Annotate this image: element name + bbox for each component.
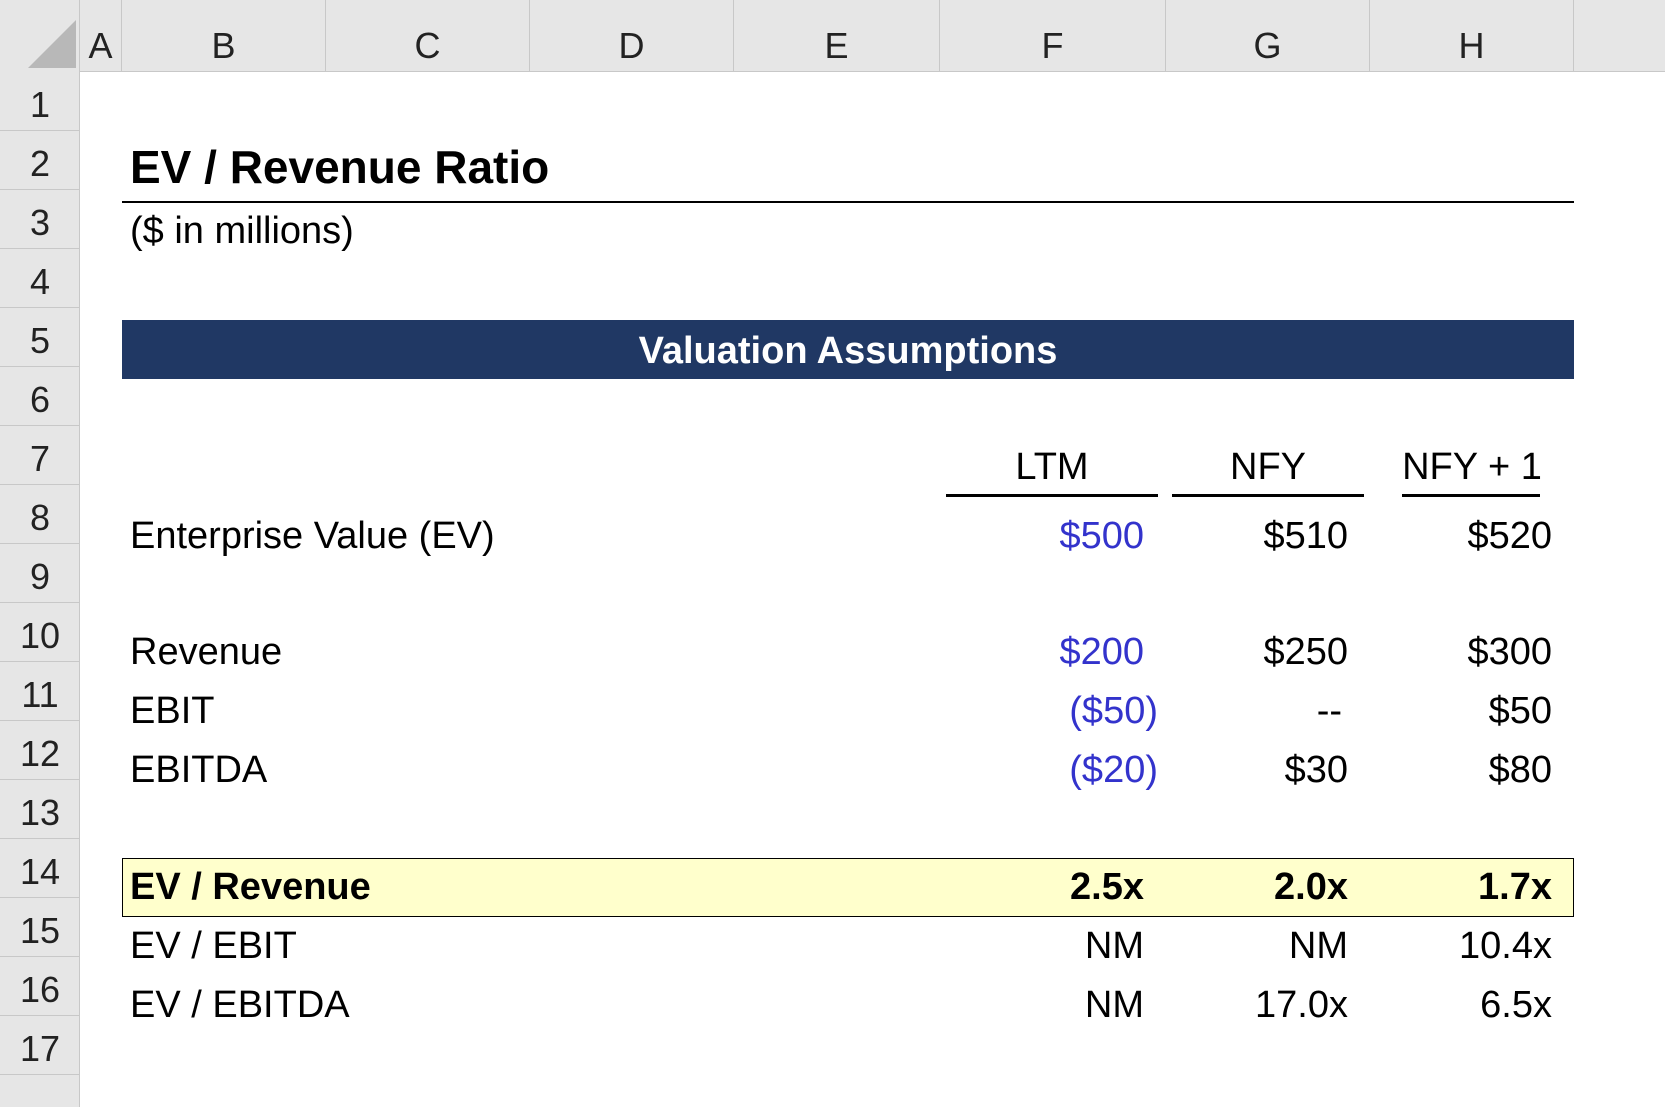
title-underline <box>122 201 1574 203</box>
revenue-label[interactable]: Revenue <box>130 631 283 673</box>
revenue-nfy-cell[interactable]: $250 <box>1263 631 1348 673</box>
ev-revenue-nfy-cell[interactable]: 2.0x <box>1274 866 1348 908</box>
row-header-6[interactable]: 6 <box>0 367 80 426</box>
row-header-17[interactable]: 17 <box>0 1016 80 1075</box>
row-header-1[interactable]: 1 <box>0 72 80 131</box>
ev-ebitda-nfy1-cell[interactable]: 6.5x <box>1480 984 1552 1026</box>
ebitda-ltm-cell[interactable]: ($20) <box>1069 749 1158 791</box>
row-header-14[interactable]: 14 <box>0 839 80 898</box>
ev-ebitda-label[interactable]: EV / EBITDA <box>130 984 350 1026</box>
ev-ebitda-ltm-cell[interactable]: NM <box>1084 984 1144 1026</box>
period-underline-nfy-plus-1 <box>1402 494 1540 497</box>
row-header-16[interactable]: 16 <box>0 957 80 1016</box>
row-header-11[interactable]: 11 <box>0 662 80 721</box>
period-header-nfy-plus-1[interactable]: NFY + 1 <box>1402 446 1542 488</box>
sheet-title[interactable]: EV / Revenue Ratio <box>130 141 550 193</box>
ev-label[interactable]: Enterprise Value (EV) <box>130 515 495 557</box>
ev-revenue-ltm-cell[interactable]: 2.5x <box>1070 866 1144 908</box>
ev-revenue-highlight-row <box>122 858 1574 917</box>
column-header-d[interactable]: D <box>530 0 734 72</box>
row-header-10[interactable]: 10 <box>0 603 80 662</box>
ev-ebit-nfy-cell[interactable]: NM <box>1288 925 1348 967</box>
row-header-8[interactable]: 8 <box>0 485 80 544</box>
row-header-12[interactable]: 12 <box>0 721 80 780</box>
row-header-5[interactable]: 5 <box>0 308 80 367</box>
row-header-4[interactable]: 4 <box>0 249 80 308</box>
select-all-button[interactable] <box>0 0 80 72</box>
period-underline-ltm <box>946 494 1158 497</box>
column-header-g[interactable]: G <box>1166 0 1370 72</box>
ev-ltm-cell[interactable]: $500 <box>1059 515 1144 557</box>
section-banner[interactable]: Valuation Assumptions <box>122 320 1574 379</box>
column-header-h[interactable]: H <box>1370 0 1574 72</box>
row-header-2[interactable]: 2 <box>0 131 80 190</box>
ev-revenue-label[interactable]: EV / Revenue <box>130 866 371 908</box>
column-header-c[interactable]: C <box>326 0 530 72</box>
row-header-15[interactable]: 15 <box>0 898 80 957</box>
ebitda-nfy1-cell[interactable]: $80 <box>1488 749 1552 791</box>
ebit-nfy1-cell[interactable]: $50 <box>1488 690 1552 732</box>
ebitda-label[interactable]: EBITDA <box>130 749 268 791</box>
column-header-e[interactable]: E <box>734 0 940 72</box>
row-header-13[interactable]: 13 <box>0 780 80 839</box>
ev-ebit-label[interactable]: EV / EBIT <box>130 925 297 967</box>
ev-nfy1-cell[interactable]: $520 <box>1467 515 1552 557</box>
period-header-ltm[interactable]: LTM <box>1015 446 1089 488</box>
ev-ebit-nfy1-cell[interactable]: 10.4x <box>1459 925 1552 967</box>
revenue-ltm-cell[interactable]: $200 <box>1059 631 1144 673</box>
ev-revenue-nfy1-cell[interactable]: 1.7x <box>1478 866 1552 908</box>
row-header-9[interactable]: 9 <box>0 544 80 603</box>
column-header-bar: A B C D E F G H <box>0 0 1665 72</box>
units-note[interactable]: ($ in millions) <box>130 210 354 252</box>
revenue-nfy1-cell[interactable]: $300 <box>1467 631 1552 673</box>
ebit-label[interactable]: EBIT <box>130 690 215 732</box>
column-header-f[interactable]: F <box>940 0 1166 72</box>
column-header-b[interactable]: B <box>122 0 326 72</box>
ev-ebit-ltm-cell[interactable]: NM <box>1084 925 1144 967</box>
period-header-nfy[interactable]: NFY <box>1230 446 1306 488</box>
ev-ebitda-nfy-cell[interactable]: 17.0x <box>1255 984 1348 1026</box>
ebit-ltm-cell[interactable]: ($50) <box>1069 690 1158 732</box>
row-header-3[interactable]: 3 <box>0 190 80 249</box>
ev-nfy-cell[interactable]: $510 <box>1263 515 1348 557</box>
column-header-a[interactable]: A <box>80 0 122 72</box>
select-all-triangle-icon <box>28 20 76 68</box>
period-underline-nfy <box>1172 494 1364 497</box>
ebit-nfy-cell[interactable]: -- <box>1316 690 1342 732</box>
ebitda-nfy-cell[interactable]: $30 <box>1284 749 1348 791</box>
row-header-bar: 1 2 3 4 5 6 7 8 9 10 11 12 13 14 15 16 1… <box>0 72 80 1107</box>
row-header-7[interactable]: 7 <box>0 426 80 485</box>
